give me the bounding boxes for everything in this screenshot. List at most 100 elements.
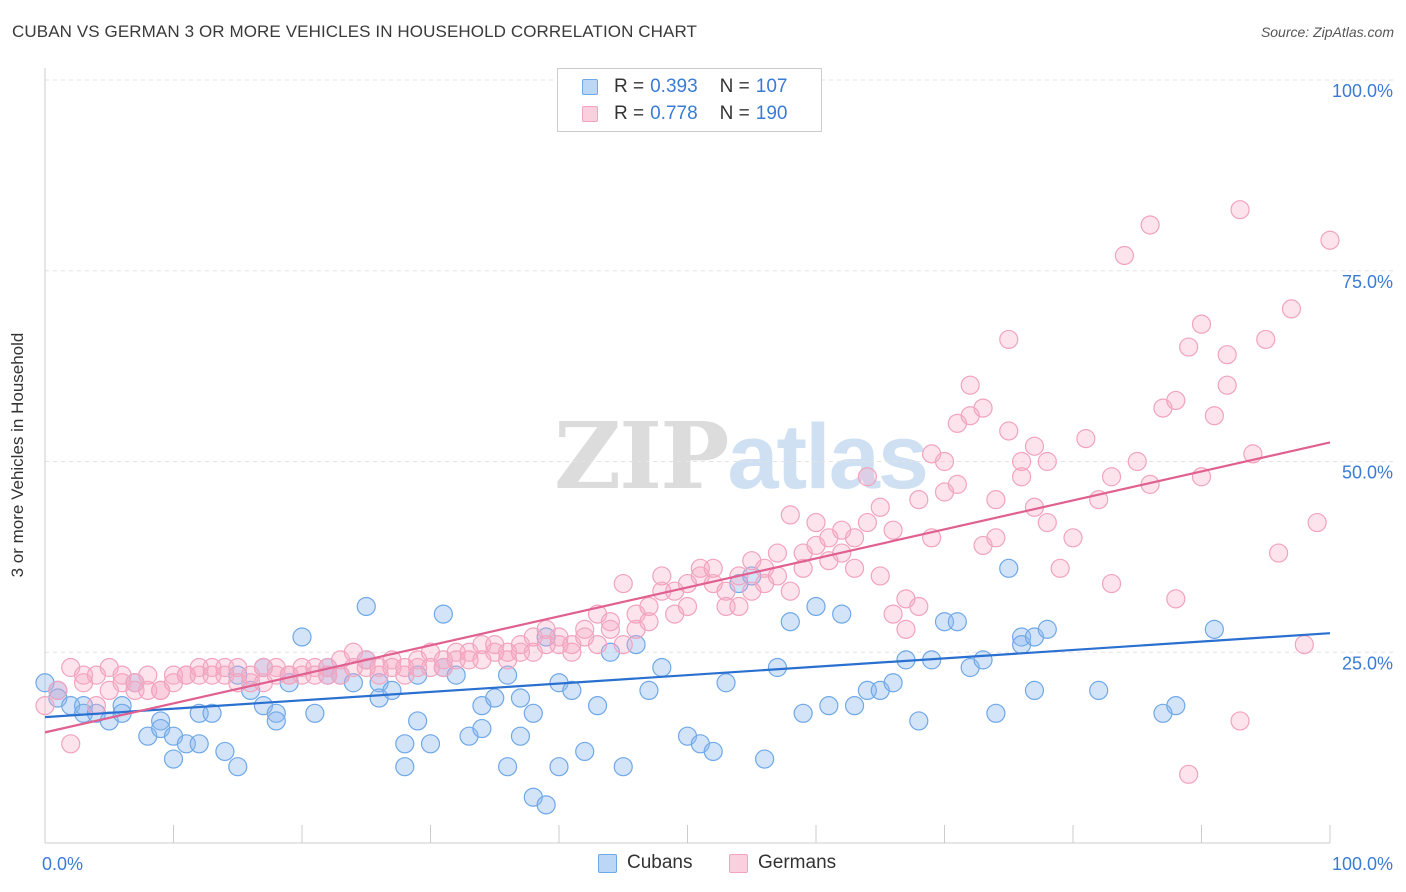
german-point: [960, 375, 980, 395]
german-point: [857, 512, 878, 533]
german-point: [600, 619, 621, 639]
german-point: [587, 635, 608, 655]
cuban-point: [819, 696, 839, 716]
cuban-point: [1089, 680, 1109, 701]
german-point: [575, 619, 595, 639]
german-point: [639, 596, 659, 617]
german-point: [729, 596, 749, 617]
cuban-point: [472, 718, 492, 739]
cuban-point: [613, 757, 633, 777]
legend-item-germans: Germans: [729, 852, 836, 874]
cuban-point: [999, 558, 1019, 578]
german-point: [35, 696, 55, 716]
germans-legend-swatch: [729, 853, 748, 873]
german-point: [1011, 451, 1032, 472]
series-legend: Cubans Germans: [0, 852, 1406, 878]
german-point: [1050, 558, 1070, 578]
german-point: [1230, 200, 1250, 220]
german-point: [780, 581, 800, 601]
cuban-point: [189, 734, 209, 754]
german-point: [767, 543, 788, 563]
cuban-point: [498, 665, 518, 685]
cuban-point: [883, 673, 903, 693]
axes: [44, 68, 1331, 844]
german-point: [716, 581, 736, 601]
tick-labels: 25.0% 50.0% 75.0% 100.0% 0.0% 100.0%: [42, 81, 1393, 874]
germans-points: [35, 200, 1340, 784]
cuban-point: [1204, 619, 1224, 639]
cuban-point: [523, 703, 543, 723]
german-point: [1101, 573, 1122, 594]
cuban-point: [844, 696, 865, 716]
german-point: [1281, 299, 1302, 319]
cuban-point: [587, 696, 608, 716]
german-point: [1256, 329, 1276, 350]
legend-r-value: 0.393: [650, 76, 698, 97]
cuban-point: [754, 749, 775, 769]
german-point: [767, 566, 788, 586]
cuban-point: [305, 703, 325, 723]
german-point: [1268, 543, 1289, 563]
trend-lines: [44, 441, 1331, 734]
german-point: [48, 680, 68, 701]
y-tick-label: 50.0%: [1342, 463, 1393, 483]
legend-row-cubans: R = 0.393 N = 107: [582, 75, 787, 99]
cuban-point: [292, 627, 312, 647]
german-point: [934, 451, 955, 472]
german-point: [1140, 215, 1160, 235]
cuban-point: [151, 711, 171, 731]
stats-legend: R = 0.393 N = 107 R = 0.778 N = 190: [557, 68, 822, 132]
german-point: [1217, 375, 1237, 395]
german-point: [973, 398, 993, 418]
german-point: [703, 558, 723, 578]
german-point: [1114, 245, 1135, 266]
legend-n-value: 190: [755, 103, 788, 124]
y-tick-label: 75.0%: [1342, 272, 1393, 292]
germans-trend-line: [44, 441, 1331, 734]
cuban-point: [498, 757, 518, 777]
cuban-point: [485, 688, 505, 708]
x-tick-label-min: 0.0%: [42, 854, 83, 874]
german-point: [1204, 406, 1224, 426]
cuban-point: [767, 657, 788, 678]
cuban-point: [395, 734, 415, 754]
legend-item-cubans: Cubans: [598, 852, 693, 874]
cuban-point: [433, 604, 453, 624]
german-point: [1294, 635, 1314, 655]
legend-r-label: R =: [614, 103, 645, 124]
german-point: [870, 566, 890, 586]
cubans-trend-line: [44, 632, 1331, 719]
german-point: [857, 467, 878, 487]
cuban-point: [947, 612, 967, 632]
german-point: [1011, 467, 1032, 487]
german-point: [1037, 451, 1057, 472]
cuban-point: [420, 734, 441, 754]
german-point: [896, 619, 916, 639]
cuban-point: [408, 711, 428, 731]
legend-germans-label: Germans: [758, 852, 837, 873]
german-point: [883, 520, 903, 540]
german-point: [1101, 467, 1122, 487]
german-point: [806, 512, 826, 533]
german-point: [870, 497, 890, 517]
cuban-point: [793, 703, 813, 723]
german-point: [562, 642, 582, 662]
german-point: [1179, 764, 1199, 784]
legend-n-label: N =: [719, 103, 750, 124]
german-point: [652, 566, 672, 586]
watermark: ZIPatlas: [554, 402, 929, 510]
german-point: [1217, 345, 1237, 365]
cuban-point: [575, 741, 595, 762]
german-point: [844, 528, 865, 548]
german-point: [86, 696, 107, 716]
german-point: [1191, 314, 1212, 334]
german-point: [793, 558, 813, 578]
cuban-point: [639, 680, 659, 701]
cuban-point: [266, 703, 286, 723]
cuban-point: [395, 757, 415, 777]
german-point: [1076, 429, 1096, 449]
cuban-point: [562, 680, 582, 701]
german-point: [1179, 337, 1199, 357]
german-point: [1307, 512, 1327, 533]
